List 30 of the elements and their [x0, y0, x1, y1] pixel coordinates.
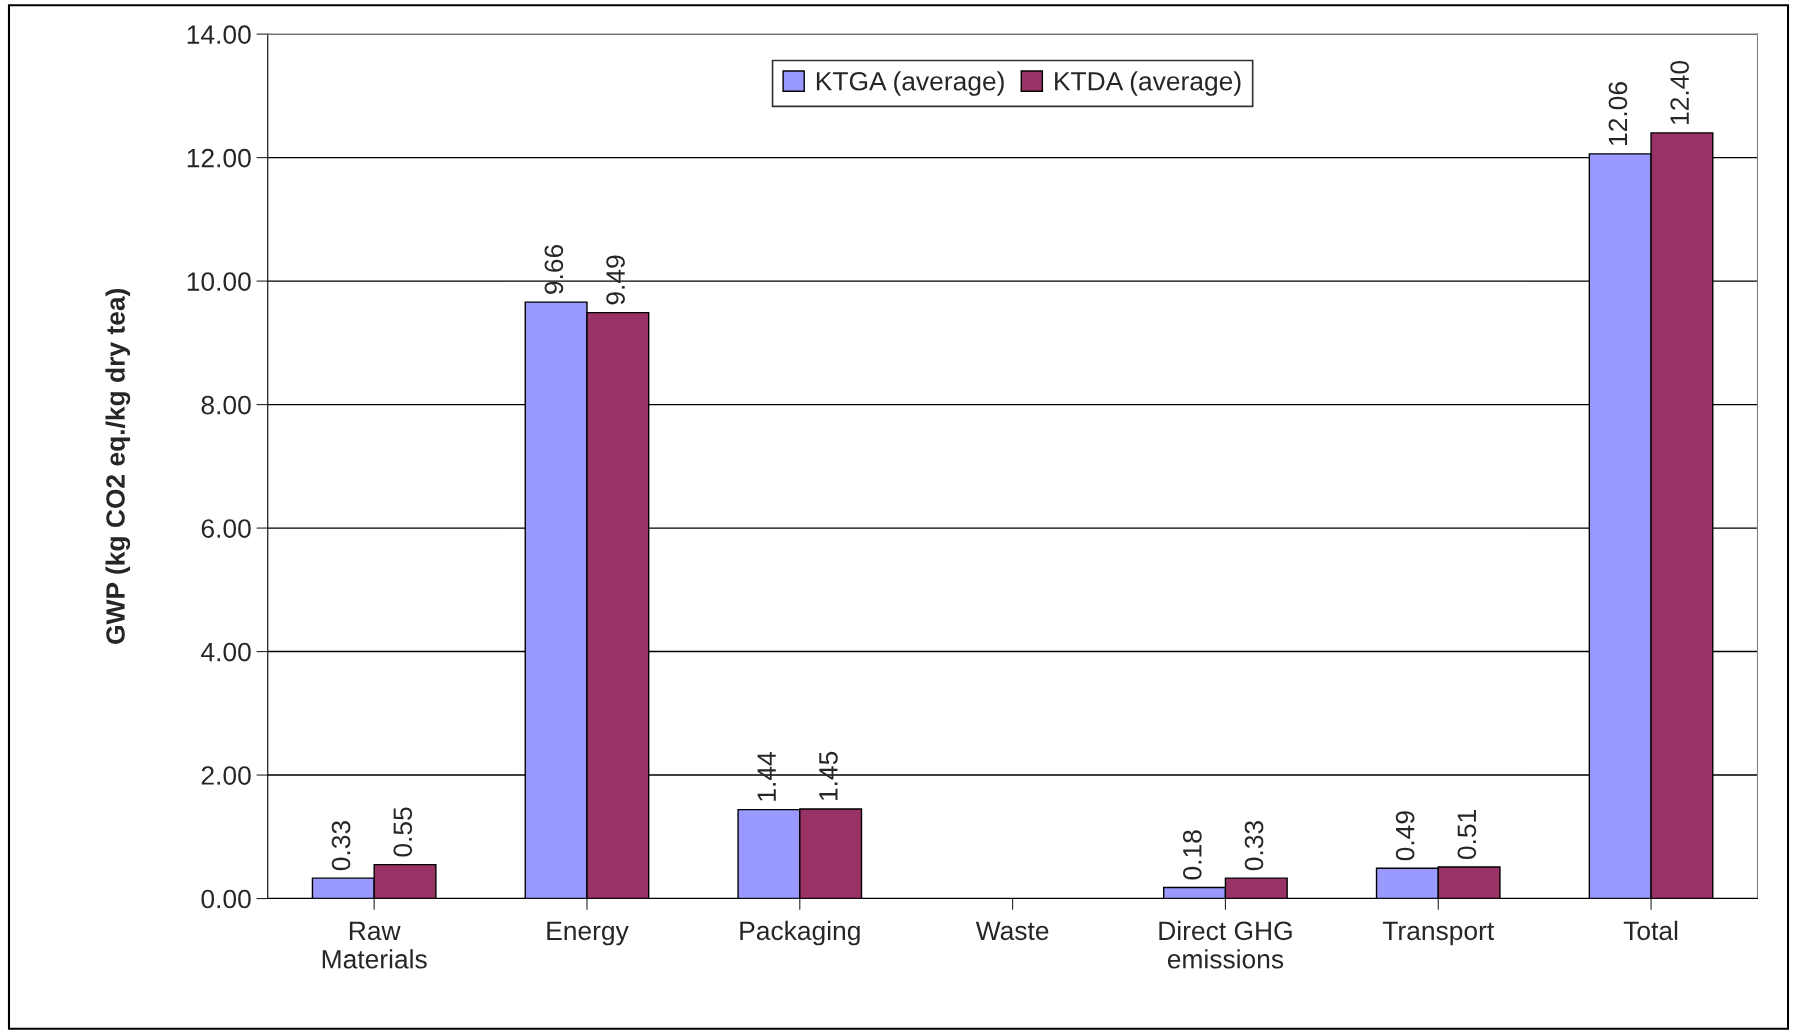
x-tick-label: Energy — [547, 921, 629, 946]
data-label: 1.45 — [819, 751, 838, 801]
x-tick-label: Waste — [975, 921, 1049, 941]
data-label: 0.33 — [1244, 821, 1264, 871]
y-tick-label: 2.00 — [201, 766, 251, 785]
data-label: 0.49 — [1395, 811, 1415, 861]
legend-label: KTGA (average) — [816, 71, 1004, 96]
data-label: 1.44 — [757, 752, 776, 801]
y-tick-label: 4.00 — [201, 642, 251, 662]
y-axis-title: GWP (kg CO2 eq./kg dry tea) — [105, 288, 131, 644]
data-label: 0.51 — [1457, 810, 1477, 860]
y-tick-label: 0.00 — [201, 889, 251, 909]
data-label: 12.06 — [1608, 82, 1628, 145]
legend-label: KTDA (average) — [1055, 71, 1241, 96]
x-tick-label: Direct GHG emissions — [1159, 920, 1292, 969]
data-label: 9.66 — [544, 244, 564, 294]
x-tick-label: Packaging — [740, 920, 860, 946]
y-tick-label: 8.00 — [201, 395, 251, 415]
y-tick-label: 14.00 — [187, 25, 251, 44]
data-label: 9.49 — [606, 255, 625, 305]
data-label: 0.33 — [331, 821, 351, 871]
y-tick-label: 10.00 — [187, 272, 251, 291]
data-label: 12.40 — [1670, 60, 1689, 124]
x-tick-label: Raw Materials — [322, 921, 427, 969]
x-tick-label: Transport — [1382, 921, 1495, 946]
x-tick-label: Total — [1623, 920, 1678, 941]
y-tick-label: 12.00 — [187, 148, 251, 168]
data-label: 0.18 — [1182, 830, 1202, 880]
data-label: 0.55 — [393, 807, 413, 857]
y-tick-label: 6.00 — [201, 519, 251, 538]
